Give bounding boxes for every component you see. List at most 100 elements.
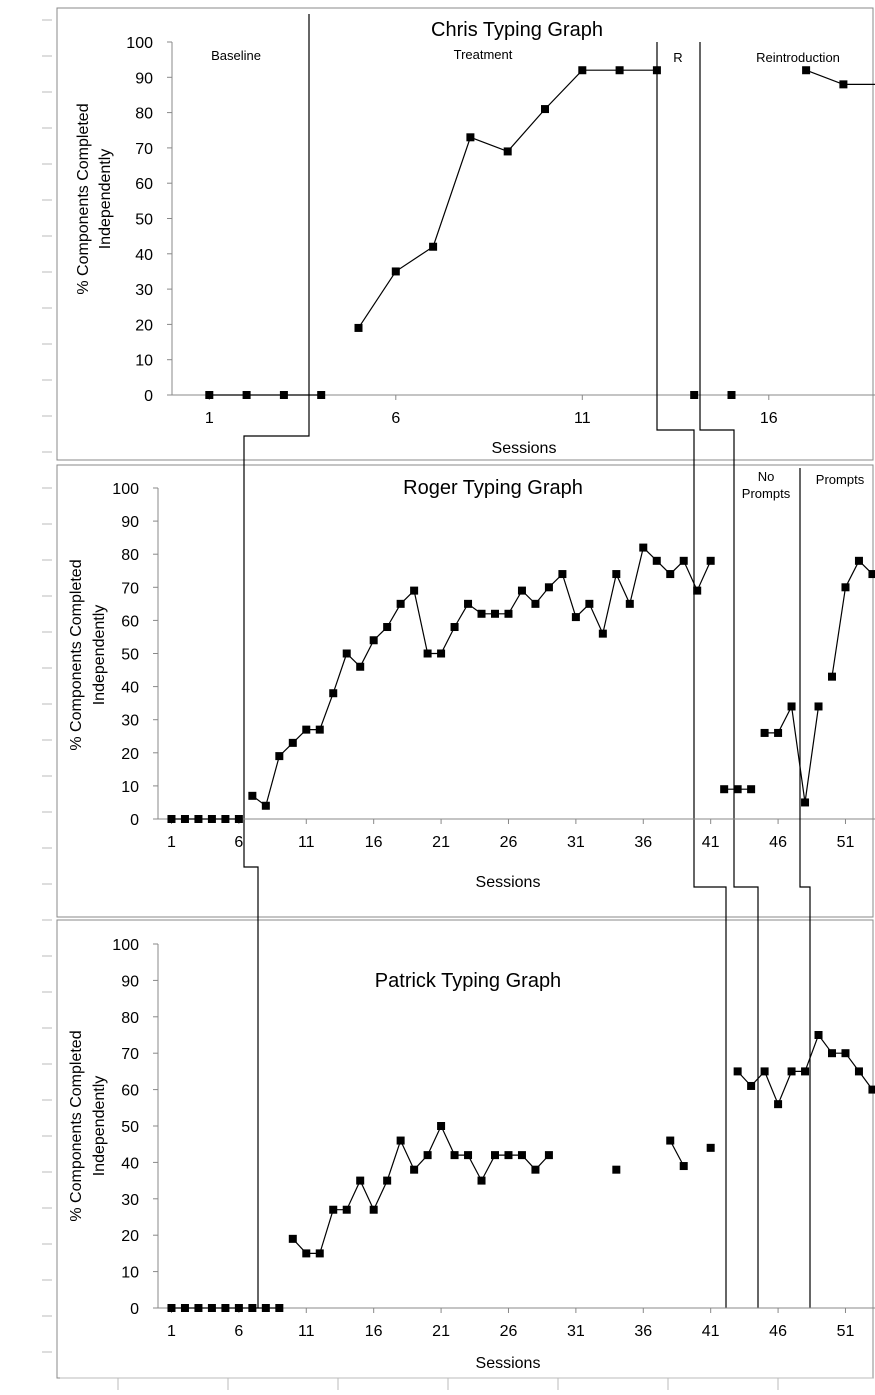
y-tick-label: 10 <box>121 1265 139 1282</box>
y-tick-label: 100 <box>126 35 153 52</box>
y-axis-label-line1: % Components Completed <box>68 559 85 750</box>
series-line <box>831 559 873 677</box>
data-point <box>720 785 729 794</box>
data-point <box>369 1205 378 1214</box>
x-tick-label: 21 <box>432 1323 450 1340</box>
data-point <box>652 556 661 565</box>
phase-label-prompts-withdrawn: Prompts <box>742 486 791 501</box>
x-tick-label: 46 <box>769 1323 787 1340</box>
data-point <box>828 672 836 681</box>
data-point <box>356 1176 365 1185</box>
data-point <box>612 1165 621 1174</box>
data-point <box>544 1151 553 1160</box>
data-point <box>342 649 351 658</box>
phase-label-reintroduction: Reintroduction <box>756 50 840 65</box>
phase-label-treatment: Treatment <box>454 47 513 62</box>
data-point <box>261 801 270 810</box>
data-point <box>585 599 594 608</box>
data-layer <box>167 1031 875 1312</box>
data-point <box>760 1067 769 1076</box>
y-tick-label: 20 <box>121 1228 139 1245</box>
data-layer <box>205 66 875 399</box>
x-tick-label: 41 <box>702 1323 720 1340</box>
data-point <box>690 391 699 399</box>
y-tick-label: 70 <box>121 1046 139 1063</box>
data-point <box>423 649 432 658</box>
data-point <box>504 1151 513 1160</box>
data-point <box>396 599 405 608</box>
y-tick-label: 50 <box>121 647 139 664</box>
y-tick-label: 40 <box>135 247 153 264</box>
y-tick-label: 50 <box>121 1119 139 1136</box>
x-axis-label: Sessions <box>492 440 557 457</box>
y-tick-label: 0 <box>144 388 153 405</box>
data-point <box>450 623 459 632</box>
data-point <box>625 599 634 608</box>
x-tick-label: 36 <box>634 834 652 851</box>
sheet-bottom-gutter <box>60 1377 873 1390</box>
data-point <box>531 1165 540 1174</box>
data-point <box>477 1176 486 1185</box>
data-point <box>221 1304 230 1312</box>
y-tick-label: 90 <box>121 973 139 990</box>
y-tick-label: 0 <box>130 1301 139 1318</box>
y-tick-label: 50 <box>135 212 153 229</box>
x-tick-label: 16 <box>365 1323 383 1340</box>
phase-label-prompts: Prompts <box>816 472 865 487</box>
x-tick-label: 46 <box>769 834 787 851</box>
data-point <box>275 1304 284 1312</box>
data-point <box>491 1151 499 1160</box>
data-point <box>356 662 365 671</box>
data-point <box>841 583 850 592</box>
phase-line-treatment <box>243 14 310 1308</box>
data-point <box>517 586 526 595</box>
data-point <box>787 702 796 711</box>
x-tick-label: 6 <box>234 1323 243 1340</box>
y-tick-label: 60 <box>121 1083 139 1100</box>
y-tick-label: 30 <box>121 1192 139 1209</box>
x-tick-label: 11 <box>298 834 315 851</box>
phase-lines <box>799 468 811 1308</box>
y-tick-label: 20 <box>121 746 139 763</box>
x-tick-label: 1 <box>205 410 214 427</box>
data-point <box>315 725 324 734</box>
phase-label-reversal: R <box>673 50 682 65</box>
x-tick-label: 11 <box>298 1323 315 1340</box>
data-point <box>598 629 607 638</box>
data-point <box>541 105 549 114</box>
phase-label-baseline: Baseline <box>211 48 261 63</box>
data-point <box>802 66 811 75</box>
data-point <box>868 1085 875 1094</box>
series-line <box>737 1033 875 1106</box>
data-point <box>801 1067 810 1076</box>
y-tick-label: 100 <box>112 481 139 498</box>
data-point <box>531 599 540 608</box>
phase-line-reversal <box>656 42 727 1308</box>
data-point <box>839 80 848 89</box>
data-point <box>854 556 863 565</box>
data-point <box>221 815 230 823</box>
data-point <box>315 1249 324 1258</box>
x-tick-label: 26 <box>500 1323 518 1340</box>
data-point <box>207 815 216 823</box>
y-tick-label: 90 <box>121 514 139 531</box>
data-point <box>234 1304 243 1312</box>
data-point <box>194 1304 203 1312</box>
chart-patrick: Patrick Typing Graph 0 10 20 30 40 50 60 70 80 90… <box>68 937 875 1372</box>
data-point <box>391 267 400 276</box>
x-tick-label: 11 <box>574 410 591 427</box>
y-tick-label: 10 <box>121 779 139 796</box>
x-tick-label: 16 <box>365 834 383 851</box>
data-point <box>615 66 624 75</box>
data-point <box>329 689 338 698</box>
data-point <box>205 391 214 399</box>
x-tick-label: 6 <box>234 834 243 851</box>
data-point <box>679 1162 688 1171</box>
y-tick-label: 20 <box>135 317 153 334</box>
chart-title: Roger Typing Graph <box>403 477 583 499</box>
chart-frame-chris <box>56 7 874 461</box>
data-point <box>679 556 688 565</box>
data-point <box>491 609 499 618</box>
phase-line-prompts <box>799 468 811 1308</box>
